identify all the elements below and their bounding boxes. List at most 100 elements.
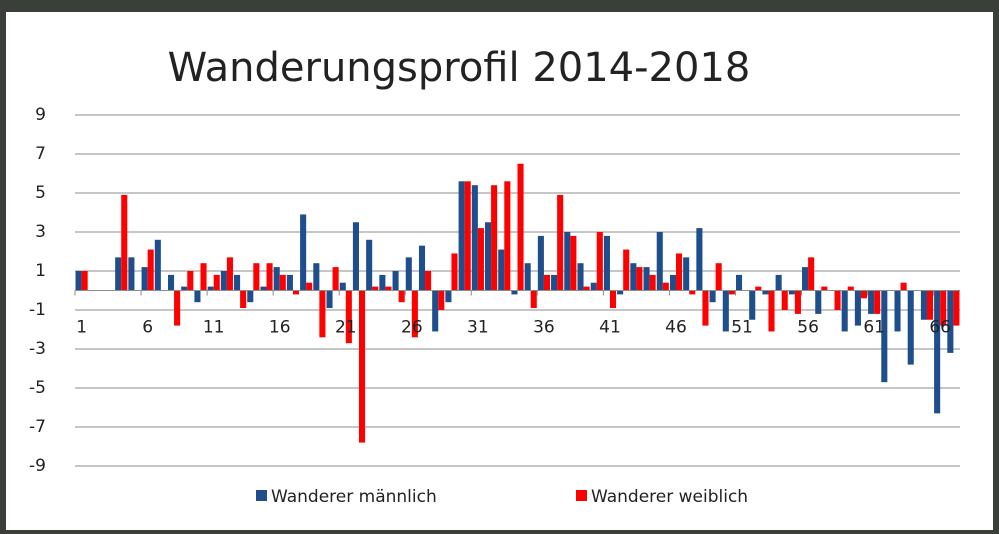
bar xyxy=(418,245,426,291)
bar xyxy=(253,263,260,291)
bar xyxy=(392,271,399,291)
bar xyxy=(292,290,300,295)
bar xyxy=(286,274,293,291)
x-tick-label: 51 xyxy=(731,318,753,338)
x-tick-label: 26 xyxy=(401,318,423,338)
bar xyxy=(643,267,650,291)
bar xyxy=(709,290,716,303)
bar xyxy=(432,290,439,332)
chart-card: Wanderungsprofil 2014-2018 -9 -7 -5 -3 -1 1 3 5… xyxy=(6,12,993,530)
chart: Wanderungsprofil 2014-2018 -9 -7 -5 -3 -1 1 3 5… xyxy=(29,45,960,507)
bar xyxy=(345,290,352,344)
bar xyxy=(121,194,128,291)
bar xyxy=(676,253,683,291)
bar xyxy=(570,235,577,291)
x-tick-label: 16 xyxy=(269,318,291,338)
y-tick-label: 9 xyxy=(35,105,46,125)
bar xyxy=(498,249,505,291)
bar xyxy=(702,290,709,326)
bar xyxy=(477,228,484,291)
bar xyxy=(147,249,154,291)
y-tick-label: -3 xyxy=(29,339,46,359)
legend-label: Wanderer männlich xyxy=(271,487,437,507)
bar xyxy=(385,286,392,291)
bar xyxy=(464,181,471,291)
x-tick-label: 41 xyxy=(599,318,621,338)
bar xyxy=(332,267,339,291)
bar xyxy=(689,290,696,295)
y-tick-label: -1 xyxy=(29,300,46,320)
x-tick-label: 31 xyxy=(467,318,489,338)
bar xyxy=(326,290,333,309)
y-tick-label: 5 xyxy=(35,183,46,203)
bar xyxy=(379,274,386,291)
bar xyxy=(590,282,597,291)
legend-swatch xyxy=(576,490,587,501)
bar xyxy=(75,271,82,291)
bar xyxy=(491,185,498,291)
bar xyxy=(266,263,273,291)
bar xyxy=(451,253,458,291)
bar xyxy=(141,267,148,291)
bar xyxy=(260,286,267,291)
y-tick-label: -7 xyxy=(29,417,46,437)
x-tick-label: 11 xyxy=(203,318,225,338)
bar xyxy=(411,290,418,338)
bar xyxy=(352,222,359,291)
bar xyxy=(398,290,405,303)
bar xyxy=(834,290,841,310)
bar xyxy=(847,286,854,291)
bar xyxy=(947,290,954,353)
bar xyxy=(425,271,432,291)
bar xyxy=(781,290,788,310)
bar xyxy=(583,286,590,291)
bar xyxy=(543,274,550,291)
x-tick-label: 36 xyxy=(533,318,555,338)
legend-swatch xyxy=(256,490,267,501)
bar xyxy=(662,282,669,291)
bar xyxy=(471,185,478,291)
bar xyxy=(524,263,531,291)
bar xyxy=(485,222,492,291)
chart-title: Wanderungsprofil 2014-2018 xyxy=(168,45,751,91)
bar xyxy=(564,232,571,291)
bar xyxy=(609,290,617,309)
bar xyxy=(900,282,907,291)
bar xyxy=(735,274,743,291)
bar xyxy=(306,282,313,291)
bar xyxy=(517,163,524,291)
bar xyxy=(630,263,637,291)
bar xyxy=(802,267,809,291)
bar xyxy=(603,235,610,291)
bar xyxy=(794,290,801,314)
x-tick-label: 1 xyxy=(76,318,87,338)
bar xyxy=(649,274,656,291)
bar xyxy=(511,290,518,295)
bar xyxy=(868,290,875,314)
y-tick-label: -5 xyxy=(29,378,46,398)
y-tick-label: -9 xyxy=(29,456,46,476)
bar xyxy=(247,290,254,303)
bar xyxy=(722,290,729,332)
x-tick-label: 6 xyxy=(142,318,153,338)
bar xyxy=(438,290,445,310)
bar xyxy=(636,267,643,291)
bar xyxy=(934,290,941,414)
bar xyxy=(128,257,135,291)
bar xyxy=(537,235,544,291)
bar xyxy=(669,274,677,291)
bar xyxy=(696,228,703,291)
bar xyxy=(366,239,373,291)
bar xyxy=(557,194,564,291)
bar xyxy=(200,263,207,291)
bar xyxy=(372,286,379,291)
x-tick-label: 61 xyxy=(863,318,885,338)
bar xyxy=(319,290,326,338)
bar xyxy=(194,290,201,303)
bar xyxy=(181,286,188,291)
bar xyxy=(445,290,452,303)
bar xyxy=(860,290,868,299)
x-tick-label: 46 xyxy=(665,318,687,338)
bar xyxy=(279,274,286,291)
